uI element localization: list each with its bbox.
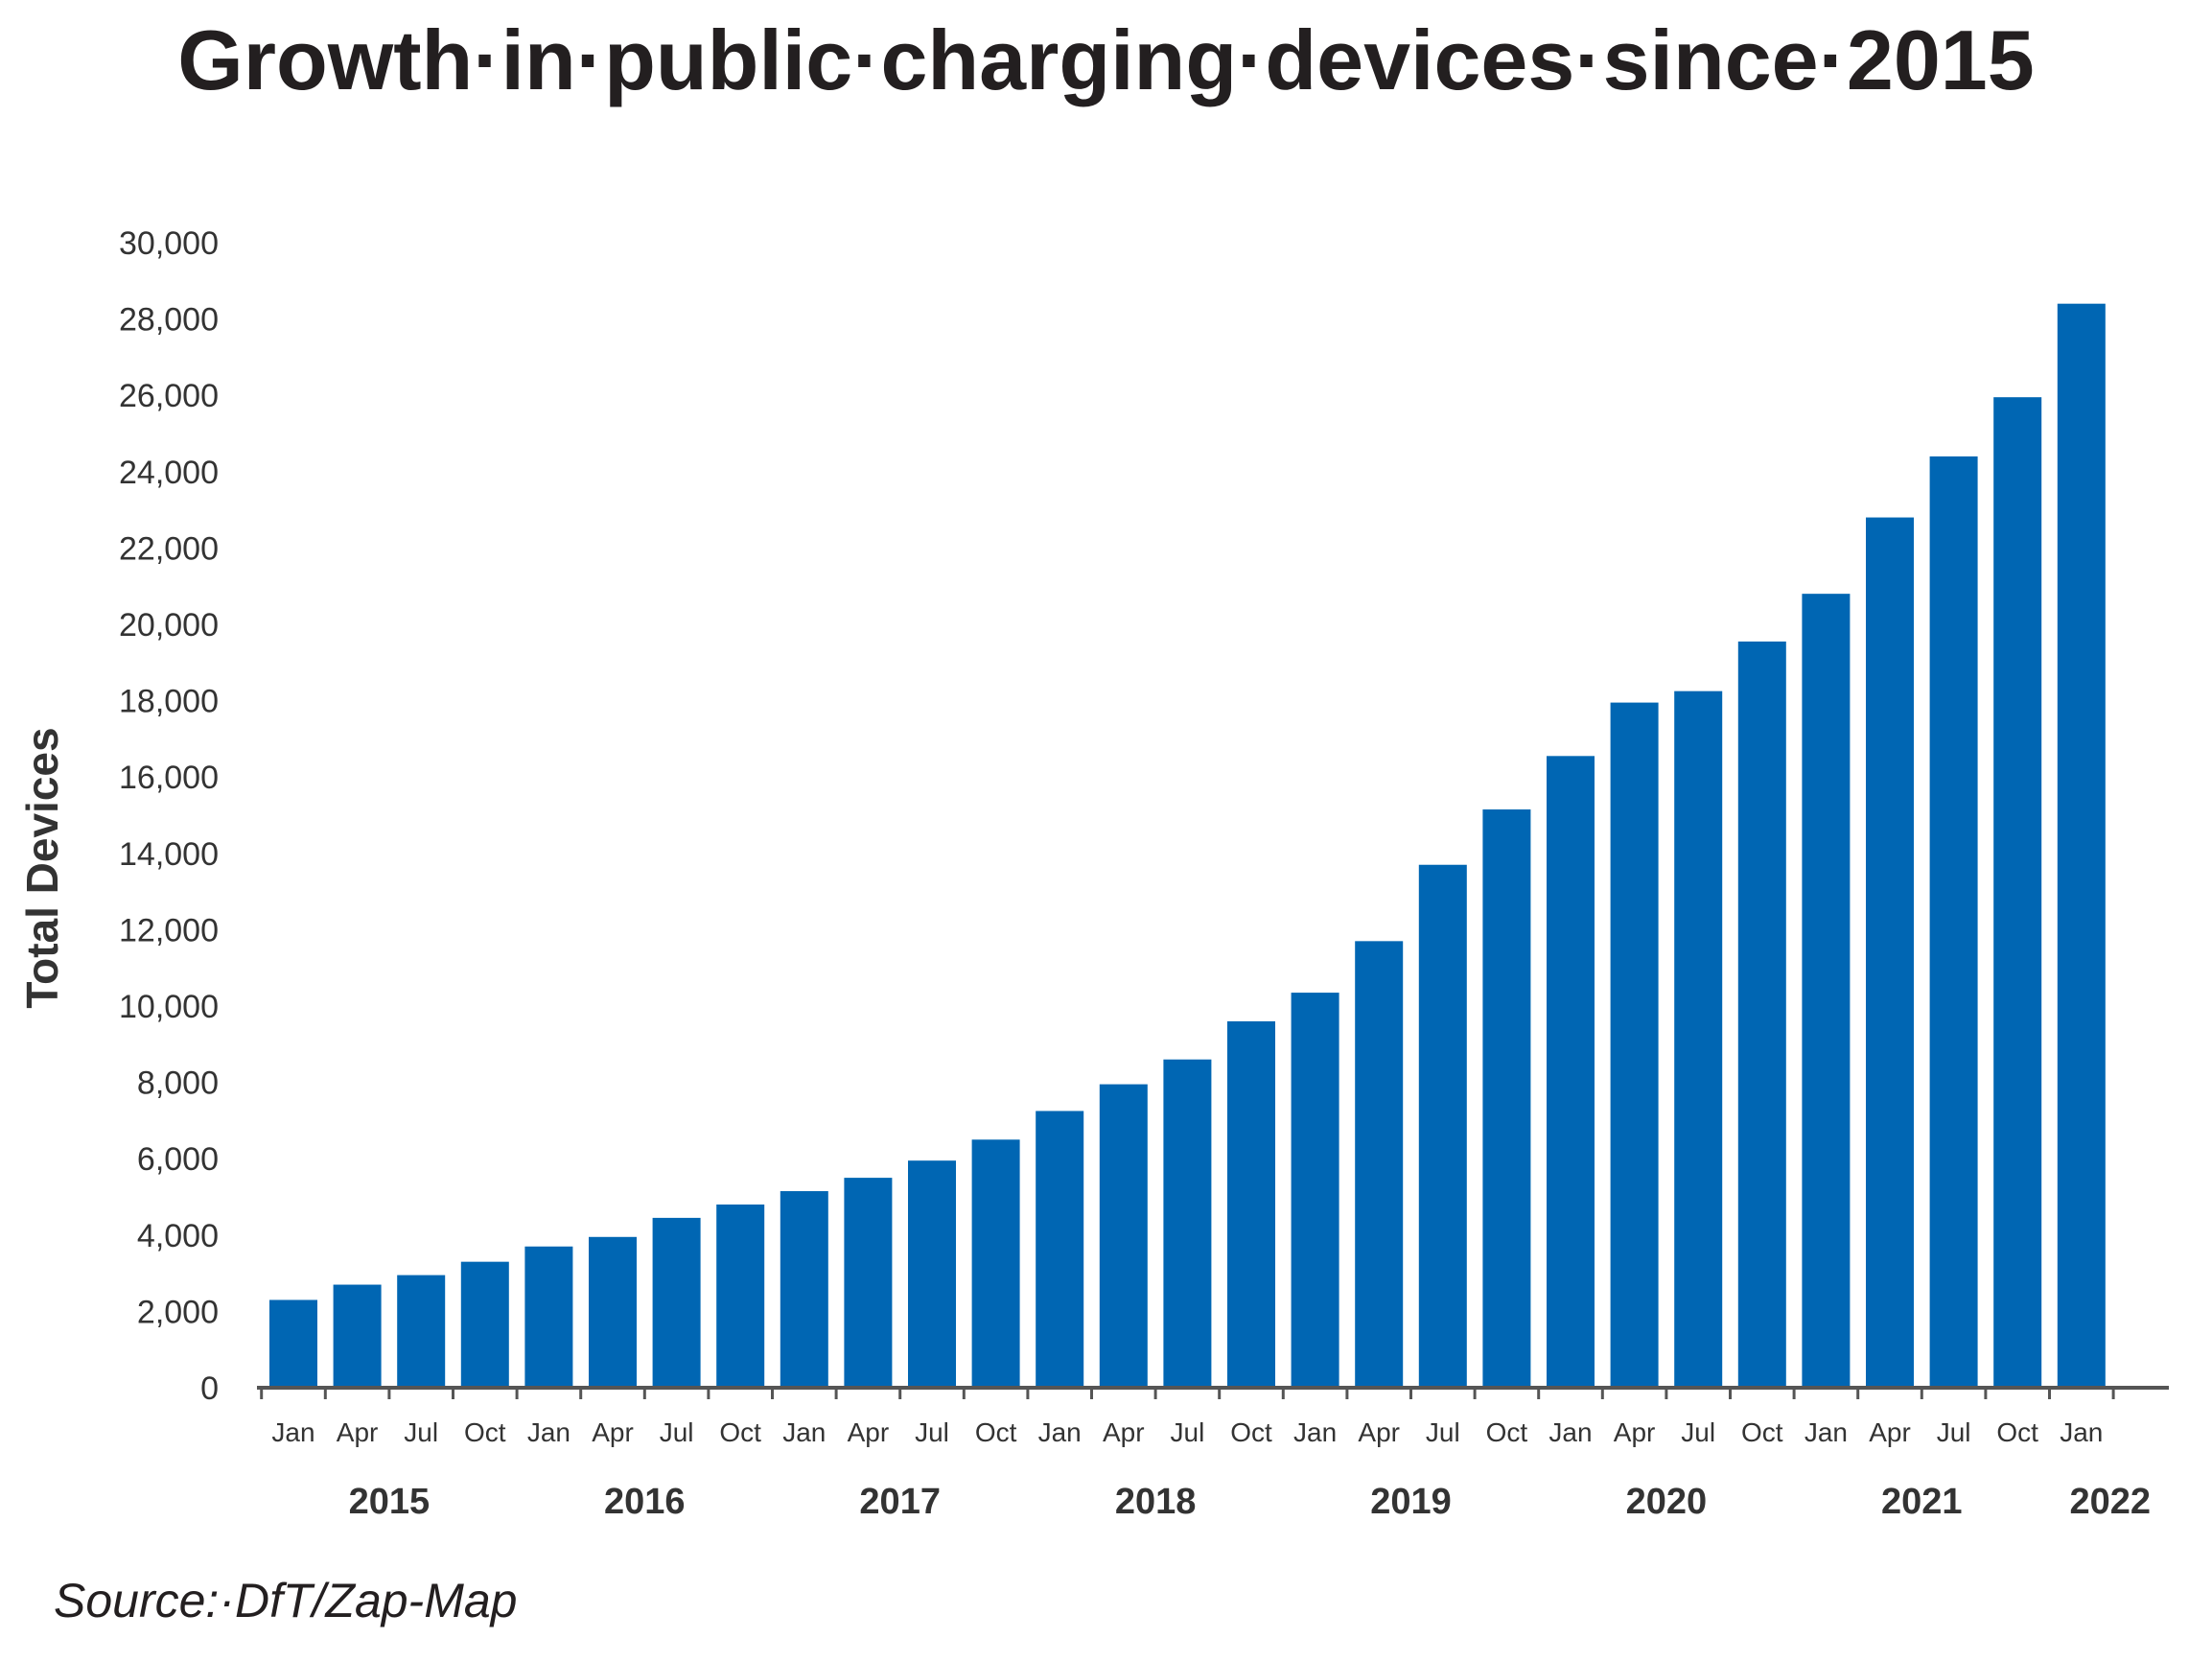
- x-tick-label: Oct: [1230, 1417, 1272, 1447]
- bar: [1610, 702, 1659, 1388]
- x-tick-label: Oct: [1741, 1417, 1783, 1447]
- x-tick-label: Jan: [271, 1417, 314, 1447]
- x-tick-label: Apr: [592, 1417, 634, 1447]
- x-tick-label: Oct: [1996, 1417, 2038, 1447]
- y-tick-label: 0: [200, 1370, 219, 1407]
- bar: [1355, 941, 1404, 1388]
- bar: [1291, 993, 1339, 1388]
- bar: [1993, 397, 2042, 1389]
- bars: [269, 303, 2106, 1389]
- year-label: 2018: [1115, 1482, 1197, 1522]
- bar: [269, 1299, 317, 1388]
- year-labels: 2015 2016 2017 2018 2019 2020 2021 2022: [349, 1482, 2151, 1522]
- y-tick-label: 20,000: [119, 607, 219, 644]
- bar: [1737, 641, 1786, 1388]
- x-tick-label: Jul: [660, 1417, 694, 1447]
- year-label: 2017: [859, 1482, 941, 1522]
- x-tick-label: Jan: [1038, 1417, 1082, 1447]
- y-tick-label: 6,000: [137, 1141, 219, 1178]
- bar: [1163, 1059, 1212, 1388]
- y-tick-label: 22,000: [119, 530, 219, 567]
- bar: [1866, 517, 1914, 1388]
- bar: [333, 1284, 382, 1388]
- x-tick-label: Oct: [975, 1417, 1017, 1447]
- y-tick-label: 26,000: [119, 378, 219, 414]
- y-tick-label: 14,000: [119, 836, 219, 873]
- y-tick-label: 10,000: [119, 989, 219, 1025]
- y-tick-label: 16,000: [119, 760, 219, 796]
- x-tick-label: Jul: [915, 1417, 949, 1447]
- bar: [971, 1139, 1020, 1388]
- x-axis: [257, 1386, 2169, 1399]
- bar: [844, 1178, 893, 1388]
- bar: [1099, 1084, 1148, 1388]
- y-tick-label: 28,000: [119, 302, 219, 339]
- y-axis-ticks: 0 2,000 4,000 6,000 8,000 10,000 12,000 14,000 1…: [119, 225, 219, 1407]
- bar: [1227, 1020, 1275, 1388]
- x-axis-labels: Jan Apr Jul Oct Jan Apr Jul Oct Jan Apr Jul Oct Jan A…: [271, 1417, 2103, 1447]
- y-tick-label: 18,000: [119, 684, 219, 720]
- y-tick-label: 24,000: [119, 455, 219, 491]
- year-label: 2015: [349, 1482, 431, 1522]
- year-label: 2021: [1881, 1482, 1963, 1522]
- x-tick-label: Apr: [1869, 1417, 1911, 1447]
- x-tick-label: Jan: [1293, 1417, 1337, 1447]
- bar: [524, 1246, 573, 1388]
- bar: [2057, 303, 2106, 1389]
- x-tick-label: Jul: [1171, 1417, 1205, 1447]
- x-tick-label: Apr: [1614, 1417, 1656, 1447]
- year-label: 2019: [1370, 1482, 1452, 1522]
- x-tick-label: Oct: [719, 1417, 761, 1447]
- x-tick-label: Jan: [1548, 1417, 1592, 1447]
- y-tick-label: 2,000: [137, 1294, 219, 1330]
- y-tick-label: 8,000: [137, 1065, 219, 1102]
- x-tick-label: Jan: [1805, 1417, 1848, 1447]
- bar: [1036, 1111, 1084, 1388]
- bar: [460, 1261, 509, 1388]
- y-tick-label: 30,000: [119, 225, 219, 262]
- x-tick-label: Oct: [464, 1417, 506, 1447]
- bar: [908, 1160, 956, 1388]
- x-tick-label: Jul: [1937, 1417, 1971, 1447]
- bar: [1929, 456, 1978, 1388]
- x-tick-label: Jan: [2060, 1417, 2103, 1447]
- y-tick-label: 4,000: [137, 1218, 219, 1254]
- bar: [1482, 809, 1531, 1388]
- year-label: 2022: [2070, 1482, 2152, 1522]
- x-tick-label: Jan: [527, 1417, 570, 1447]
- chart-title: Growth·in·public·charging·devices·since·…: [177, 12, 2035, 107]
- bar: [589, 1236, 637, 1388]
- x-tick-label: Jan: [782, 1417, 826, 1447]
- bar: [1418, 864, 1467, 1388]
- x-tick-label: Jul: [1681, 1417, 1715, 1447]
- y-tick-label: 12,000: [119, 912, 219, 948]
- source-note: Source:·DfT/Zap-Map: [54, 1574, 518, 1627]
- bar: [1802, 594, 1851, 1388]
- x-tick-label: Jul: [1426, 1417, 1460, 1447]
- year-label: 2020: [1626, 1482, 1708, 1522]
- bar: [1547, 756, 1595, 1388]
- bar: [397, 1275, 446, 1388]
- bar: [716, 1204, 765, 1388]
- x-tick-label: Oct: [1486, 1417, 1528, 1447]
- x-tick-label: Apr: [337, 1417, 379, 1447]
- bar: [1674, 691, 1723, 1388]
- bar: [780, 1191, 828, 1388]
- x-tick-label: Apr: [1103, 1417, 1145, 1447]
- x-tick-label: Jul: [404, 1417, 438, 1447]
- year-label: 2016: [604, 1482, 686, 1522]
- bar: [652, 1217, 701, 1388]
- y-axis-title: Total Devices: [17, 727, 67, 1008]
- x-tick-label: Apr: [1358, 1417, 1400, 1447]
- x-tick-label: Apr: [848, 1417, 890, 1447]
